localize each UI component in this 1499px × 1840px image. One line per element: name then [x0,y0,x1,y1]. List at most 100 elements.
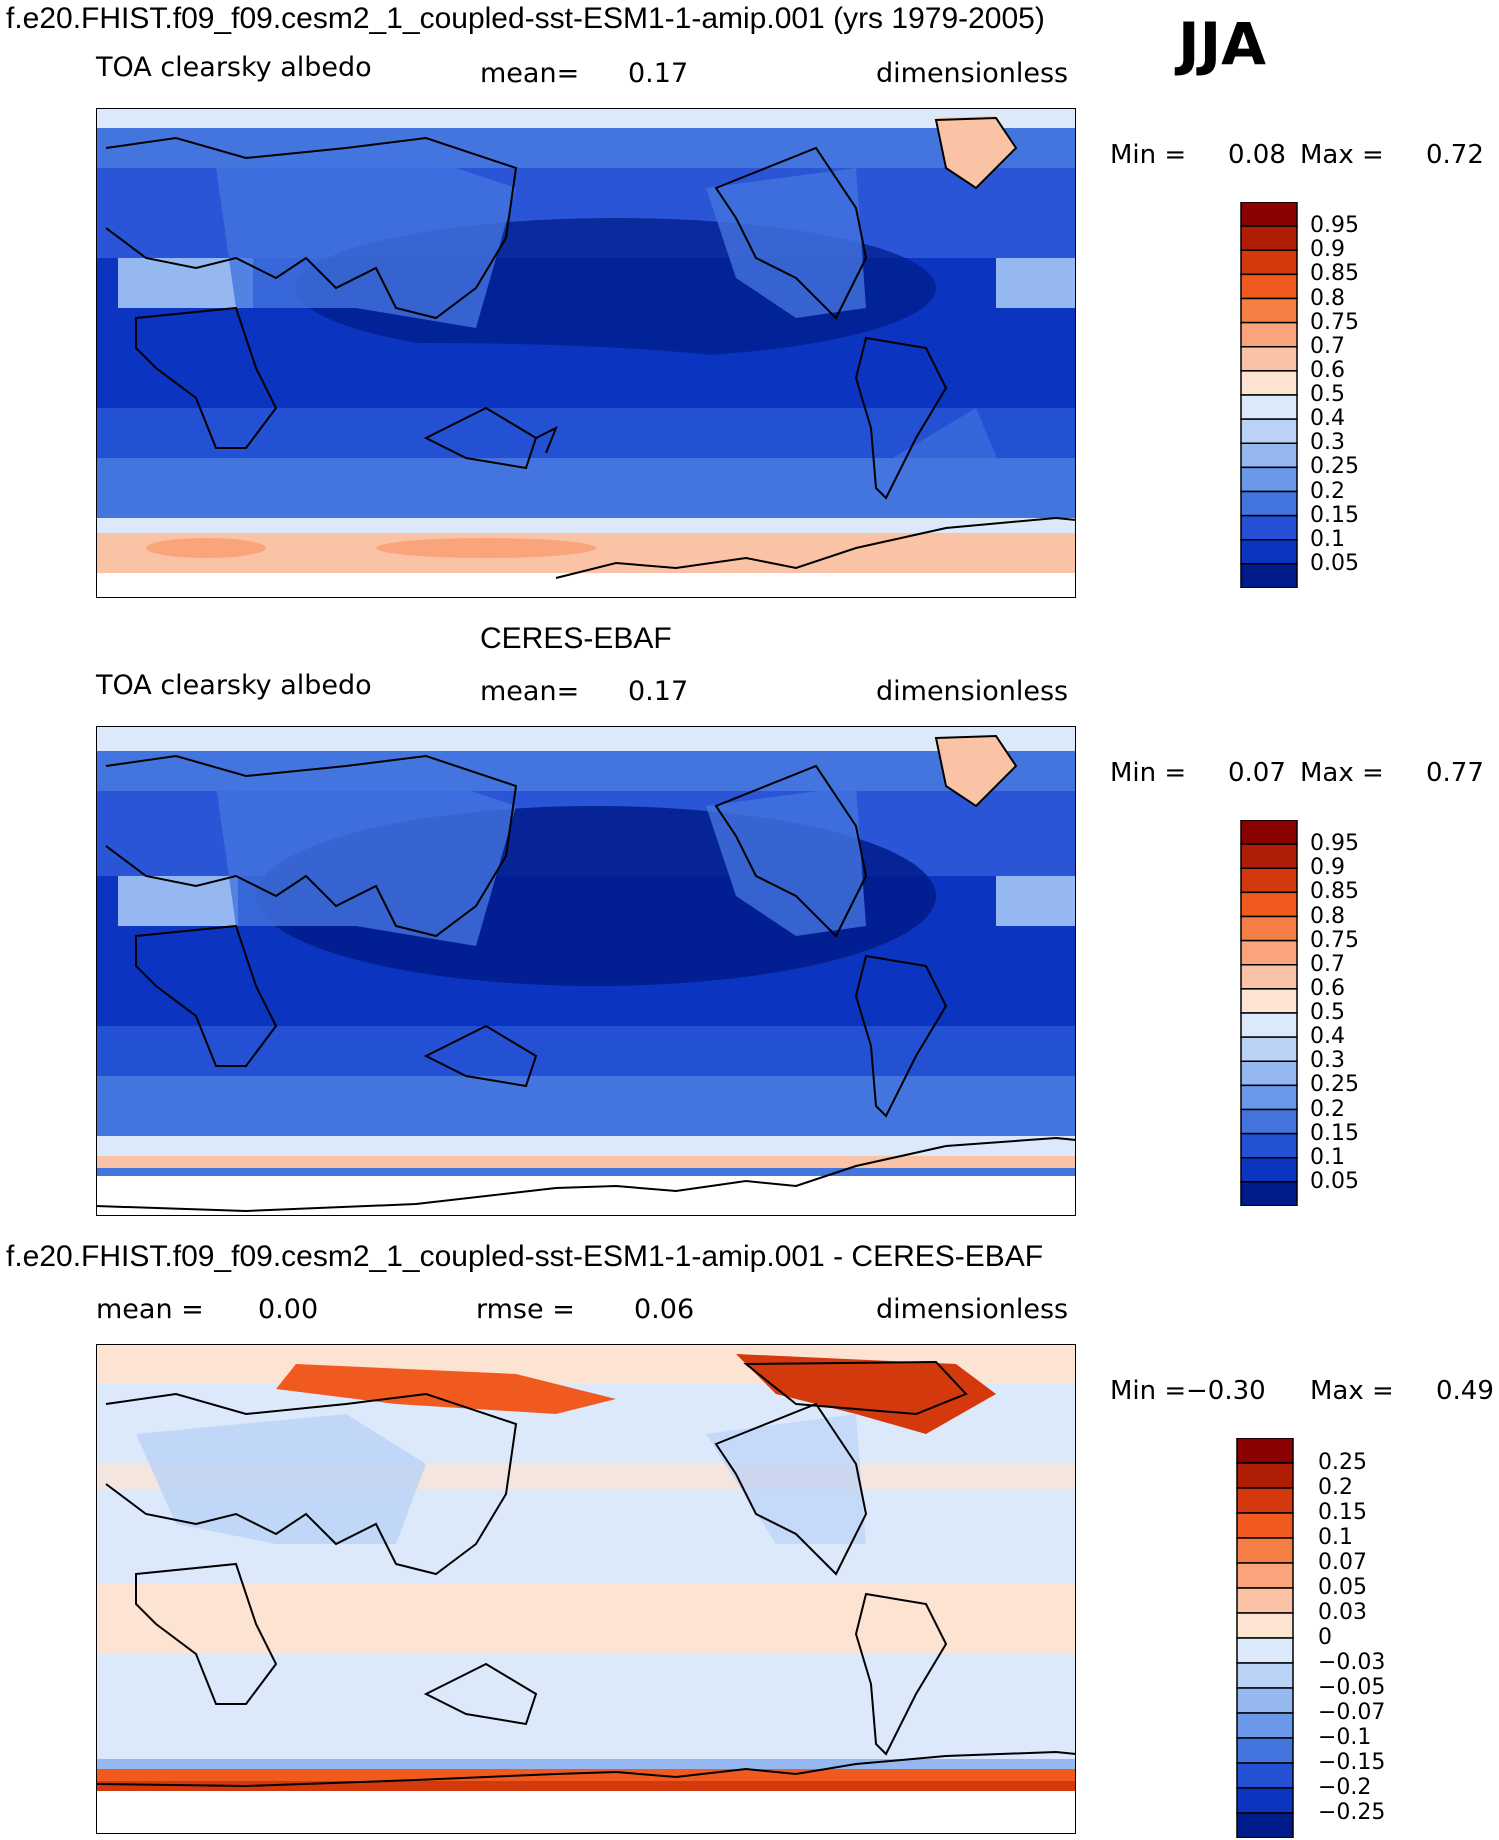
colorbar-swatch [1236,1812,1294,1838]
colorbar-swatch [1240,1132,1298,1159]
colorbar-tick-label: 0.1 [1310,1144,1345,1170]
panel3-min-value: −0.30 [1186,1376,1266,1406]
panel2-max-label: Max = [1300,758,1384,788]
colorbar-tick-label: −0.03 [1318,1650,1386,1675]
colorbar-swatch [1236,1537,1294,1564]
colorbar-swatch [1240,321,1298,348]
colorbar-swatch [1240,843,1298,869]
colorbar-tick-label: −0.07 [1318,1700,1386,1725]
colorbar-swatch [1240,1157,1298,1183]
season-label: JJA [1178,10,1267,78]
colorbar-tick-label: 0.05 [1310,550,1359,576]
colorbar-tick-label: −0.25 [1318,1800,1386,1825]
colorbar-tick-label: 0.2 [1310,478,1345,504]
panel2-map [96,726,1076,1216]
panel1-min-label: Min = [1110,140,1187,170]
colorbar-swatch [1236,1662,1294,1689]
panel1-colorbar [1240,202,1298,588]
colorbar-tick-label: 0.95 [1310,213,1359,239]
colorbar-swatch [1236,1737,1294,1764]
colorbar-tick-label: 0.4 [1310,1024,1345,1050]
colorbar-swatch [1240,964,1298,990]
colorbar-tick-label: 0.6 [1310,357,1345,383]
colorbar-swatch [1240,939,1298,966]
panel3-mean-value: 0.00 [258,1294,319,1325]
colorbar-swatch [1240,249,1298,276]
colorbar-swatch [1236,1687,1294,1714]
colorbar-swatch [1240,1060,1298,1087]
colorbar-swatch [1240,370,1298,396]
colorbar-tick-label: 0.8 [1310,903,1345,929]
colorbar-swatch [1240,514,1298,541]
colorbar-swatch [1236,1712,1294,1739]
colorbar-swatch [1240,297,1298,324]
colorbar-tick-label: 0.9 [1310,237,1345,263]
panel3-units: dimensionless [876,1294,1069,1325]
colorbar-tick-label: −0.15 [1318,1750,1386,1775]
colorbar-tick-label: 0.95 [1310,831,1359,857]
colorbar-swatch [1236,1762,1294,1789]
colorbar-tick-label: 0.1 [1318,1525,1353,1550]
colorbar-swatch [1240,988,1298,1014]
colorbar-swatch [1240,820,1298,845]
panel1-mean-label: mean= [480,58,580,89]
colorbar-tick-label: −0.1 [1318,1725,1372,1750]
colorbar-tick-label: 0.1 [1310,526,1345,552]
colorbar-tick-label: 0.15 [1310,502,1359,528]
colorbar-swatch [1240,1012,1298,1038]
panel3-max-value: 0.49 [1436,1376,1494,1406]
colorbar-tick-label: 0.15 [1310,1120,1359,1146]
colorbar-swatch [1240,394,1298,420]
colorbar-tick-label: 0.2 [1318,1475,1353,1500]
colorbar-tick-label: 0.3 [1310,1048,1345,1074]
colorbar-tick-label: 0.7 [1310,333,1345,359]
colorbar-swatch [1236,1612,1294,1639]
panel3-min-label: Min = [1110,1376,1187,1406]
colorbar-tick-label: 0.05 [1318,1575,1367,1600]
colorbar-tick-label: 0.03 [1318,1600,1367,1625]
colorbar-tick-label: 0.6 [1310,975,1345,1001]
colorbar-tick-label: 0.15 [1318,1500,1367,1525]
colorbar-swatch [1240,442,1298,469]
colorbar-tick-label: 0.3 [1310,430,1345,456]
colorbar-swatch [1236,1787,1294,1814]
panel1-min-value: 0.08 [1228,140,1286,170]
panel3-map [96,1344,1076,1834]
colorbar-tick-label: 0.5 [1310,1000,1345,1025]
panel2-title: CERES-EBAF [480,622,672,655]
colorbar-swatch [1240,466,1298,493]
colorbar-swatch [1240,1036,1298,1062]
colorbar-swatch [1240,490,1298,517]
colorbar-tick-label: 0.25 [1310,454,1359,480]
colorbar-tick-label: 0 [1318,1625,1332,1650]
panel2-mean-value: 0.17 [628,676,689,707]
colorbar-tick-label: 0.2 [1310,1096,1345,1122]
colorbar-swatch [1240,273,1298,300]
colorbar-swatch [1240,1084,1298,1111]
colorbar-tick-label: 0.9 [1310,855,1345,881]
panel1-max-label: Max = [1300,140,1384,170]
colorbar-tick-label: 0.25 [1310,1072,1359,1098]
colorbar-tick-label: 0.05 [1310,1168,1359,1194]
colorbar-swatch [1240,346,1298,372]
colorbar-swatch [1240,418,1298,444]
panel2-min-value: 0.07 [1228,758,1286,788]
colorbar-swatch [1240,891,1298,918]
colorbar-swatch [1236,1637,1294,1664]
panel2-variable-label: TOA clearsky albedo [96,670,372,701]
panel3-rmse-value: 0.06 [634,1294,695,1325]
panel3-title: f.e20.FHIST.f09_f09.cesm2_1_coupled-sst-… [6,1240,1044,1273]
colorbar-swatch [1240,563,1298,588]
panel2-min-label: Min = [1110,758,1187,788]
panel1-max-value: 0.72 [1426,140,1484,170]
colorbar-tick-label: 0.25 [1318,1450,1367,1475]
colorbar-swatch [1236,1487,1294,1514]
colorbar-tick-label: −0.05 [1318,1675,1386,1700]
colorbar-tick-label: 0.75 [1310,927,1359,953]
panel1-variable-label: TOA clearsky albedo [96,52,372,83]
colorbar-swatch [1240,867,1298,894]
colorbar-tick-label: 0.8 [1310,285,1345,311]
colorbar-swatch [1236,1587,1294,1614]
panel2-colorbar [1240,820,1298,1206]
panel1-map [96,108,1076,598]
